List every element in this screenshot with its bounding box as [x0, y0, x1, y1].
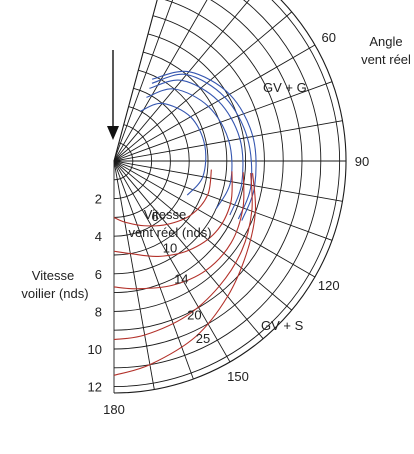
grid-spoke: [113, 160, 293, 311]
grid-spoke: [113, 160, 343, 202]
angle-label-line2: vent réel: [361, 52, 411, 67]
annotation-gv-s: GV + S: [261, 318, 304, 333]
grid-edge: [113, 0, 158, 162]
angle-tick-label: 60: [322, 30, 336, 45]
grid-ring: [113, 0, 322, 369]
grid-spoke: [113, 81, 333, 162]
speed-tick-label: 2: [95, 192, 102, 207]
wind-speed-tick-label: 10: [163, 240, 177, 255]
polar-curve-gv-g-20: [151, 73, 253, 220]
polar-curve-gv-g-10: [146, 88, 233, 209]
angle-tick-label: 90: [355, 154, 369, 169]
wind-arrow-head: [107, 126, 119, 140]
speed-tick-label: 6: [95, 267, 102, 282]
wind-speed-tick-label: 20: [187, 308, 201, 323]
polar-curve-gv-g-6: [140, 102, 207, 196]
annotation-gv-g: GV + G: [263, 80, 307, 95]
polar-curve-gv-s-20: [113, 172, 253, 341]
angle-tick-label: 120: [318, 278, 340, 293]
grid-spoke: [113, 160, 316, 278]
speed-tick-label: 8: [95, 304, 102, 319]
polar-curve-gv-s-25: [113, 173, 257, 376]
wind-speed-tick-label: 25: [196, 331, 210, 346]
wind-speed-label-line1: Vitesse: [144, 207, 186, 222]
grid-spoke: [113, 0, 174, 162]
speed-axis-label-line1: Vitesse: [32, 268, 74, 283]
speed-tick-label: 10: [88, 342, 102, 357]
wind-speed-tick-label: 6: [151, 209, 158, 224]
polar-curve-gv-g-14: [149, 79, 244, 216]
grid-spoke: [113, 160, 333, 241]
angle-tick-label: 180: [103, 402, 125, 417]
polar-curve-gv-s-14: [113, 172, 245, 290]
speed-tick-label: 12: [88, 380, 102, 395]
grid-ring: [113, 124, 153, 200]
grid-spoke: [113, 0, 208, 162]
polar-curve-gv-s-10: [113, 171, 233, 258]
speed-axis-label-line2: voilier (nds): [21, 286, 88, 301]
grid-spoke: [113, 44, 316, 162]
grid-ring: [113, 87, 190, 237]
grid-spoke: [113, 160, 231, 363]
polar-curve-gv-s-6: [113, 169, 212, 227]
wind-speed-label-line2: vent réel (nds): [128, 225, 211, 240]
grid-outer-ring: [113, 0, 347, 394]
grid-ring: [113, 0, 341, 388]
speed-tick-label: 4: [95, 229, 102, 244]
grid-spoke: [113, 160, 155, 390]
angle-label-line1: Angle: [369, 34, 402, 49]
grid-ring: [113, 33, 247, 294]
grid-ring: [113, 69, 209, 256]
wind-speed-tick-label: 14: [174, 272, 188, 287]
angle-tick-label: 150: [227, 369, 249, 384]
grid-spoke: [113, 11, 293, 162]
grid-ring: [113, 0, 303, 350]
grid-ring: [113, 106, 171, 218]
grid-spoke: [113, 160, 194, 380]
grid-spoke: [113, 120, 343, 162]
